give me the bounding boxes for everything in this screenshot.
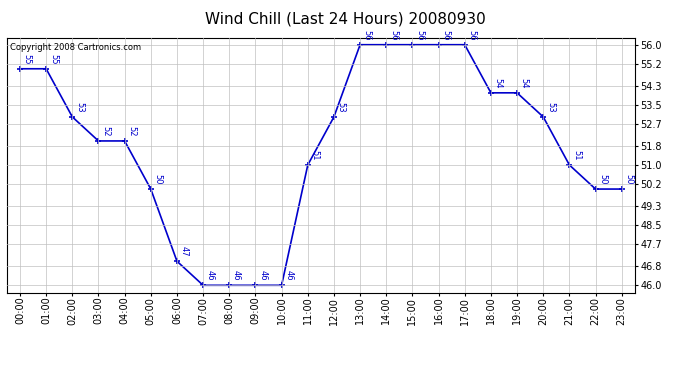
Text: 52: 52 — [128, 126, 137, 137]
Text: 55: 55 — [49, 54, 58, 64]
Text: 56: 56 — [468, 30, 477, 40]
Text: 50: 50 — [624, 174, 633, 185]
Text: 50: 50 — [154, 174, 163, 185]
Text: 56: 56 — [363, 30, 372, 40]
Text: 51: 51 — [572, 150, 581, 161]
Text: 56: 56 — [389, 30, 398, 40]
Text: 55: 55 — [23, 54, 32, 64]
Text: 46: 46 — [258, 270, 267, 281]
Text: 50: 50 — [598, 174, 607, 185]
Text: 56: 56 — [415, 30, 424, 40]
Text: Copyright 2008 Cartronics.com: Copyright 2008 Cartronics.com — [10, 43, 141, 52]
Text: 54: 54 — [493, 78, 503, 88]
Text: 51: 51 — [310, 150, 319, 161]
Text: 56: 56 — [442, 30, 451, 40]
Text: 53: 53 — [337, 102, 346, 113]
Text: 53: 53 — [75, 102, 84, 113]
Text: 47: 47 — [179, 246, 189, 257]
Text: 46: 46 — [206, 270, 215, 281]
Text: 46: 46 — [284, 270, 293, 281]
Text: 46: 46 — [232, 270, 241, 281]
Text: 54: 54 — [520, 78, 529, 88]
Text: Wind Chill (Last 24 Hours) 20080930: Wind Chill (Last 24 Hours) 20080930 — [205, 11, 485, 26]
Text: 53: 53 — [546, 102, 555, 113]
Text: 52: 52 — [101, 126, 110, 137]
